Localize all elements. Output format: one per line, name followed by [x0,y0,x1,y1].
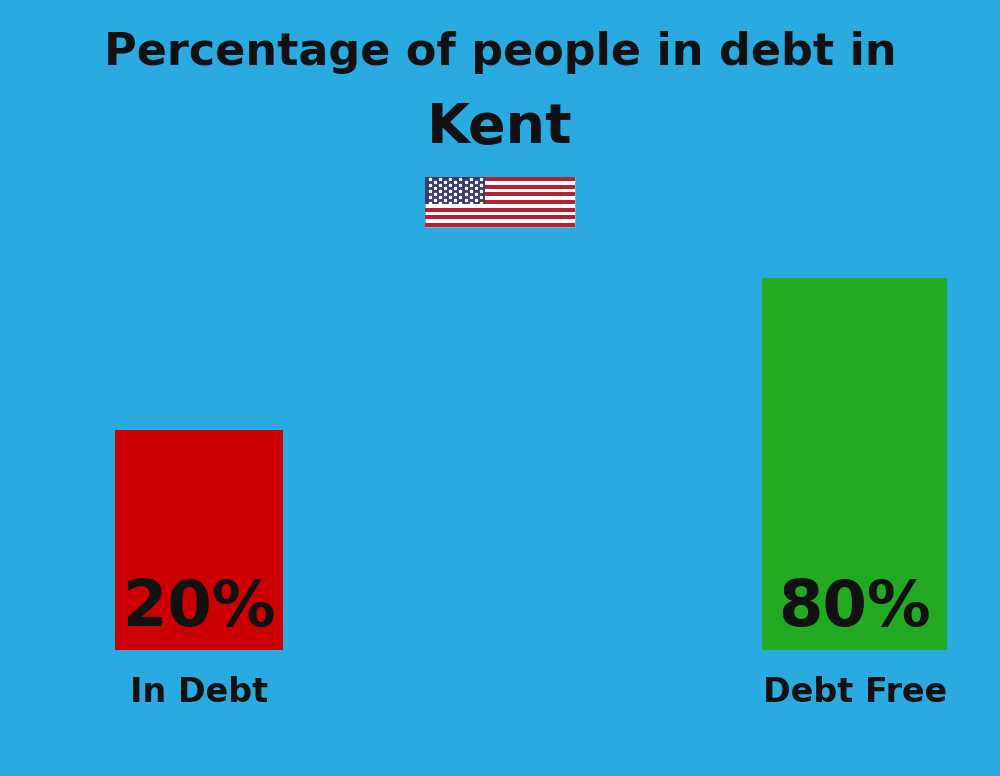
Text: Kent: Kent [427,101,573,155]
FancyBboxPatch shape [762,278,947,650]
FancyBboxPatch shape [425,192,575,196]
FancyBboxPatch shape [425,216,575,220]
FancyBboxPatch shape [425,185,575,189]
Text: In Debt: In Debt [130,675,268,708]
Text: 20%: 20% [123,577,275,639]
FancyBboxPatch shape [425,223,575,227]
Text: Debt Free: Debt Free [763,675,947,708]
FancyBboxPatch shape [425,208,575,212]
FancyBboxPatch shape [425,200,575,204]
Text: Percentage of people in debt in: Percentage of people in debt in [104,30,896,74]
Text: 80%: 80% [778,577,931,639]
FancyBboxPatch shape [425,177,575,181]
FancyBboxPatch shape [425,177,575,227]
FancyBboxPatch shape [425,177,485,204]
FancyBboxPatch shape [115,430,283,650]
